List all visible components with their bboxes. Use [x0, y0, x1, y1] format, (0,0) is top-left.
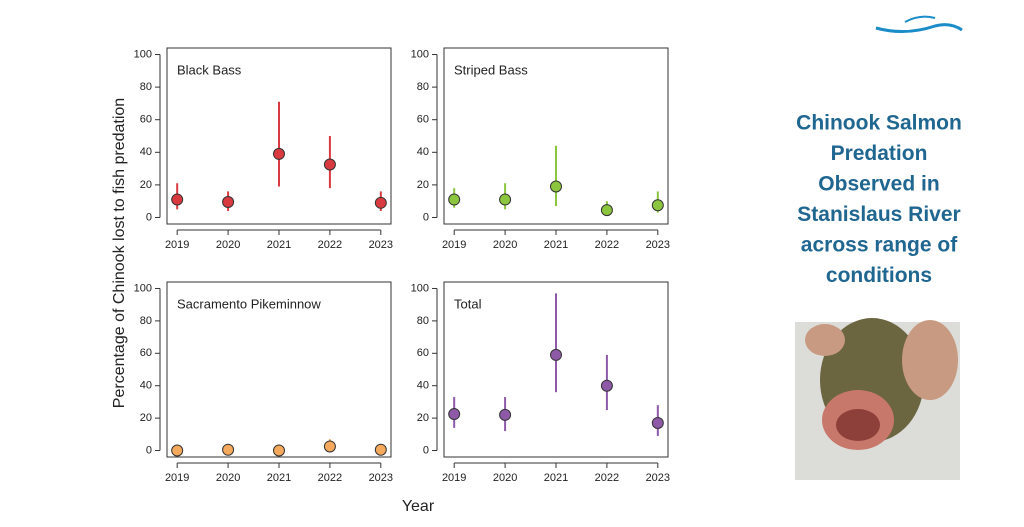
x-tick-label: 2023	[646, 472, 670, 484]
logo	[875, 15, 963, 33]
y-tick-label: 100	[411, 48, 429, 60]
point	[499, 408, 512, 421]
headline-line: Chinook Salmon	[796, 112, 962, 135]
y-tick-label: 0	[146, 444, 152, 456]
y-tick-label: 0	[423, 211, 429, 223]
point	[600, 379, 613, 392]
headline-line: Stanislaus River	[797, 203, 960, 226]
x-tick-label: 2019	[442, 472, 466, 484]
x-tick-label: 2020	[493, 239, 517, 251]
y-tick-label: 60	[417, 114, 429, 126]
x-tick-label: 2022	[318, 239, 342, 251]
point	[323, 440, 336, 453]
plot-frame	[443, 281, 669, 458]
plot-frame	[166, 47, 392, 225]
panel-title: Total	[454, 296, 482, 311]
x-axis-label: Year	[402, 498, 435, 515]
point	[651, 199, 664, 212]
x-tick-label: 2021	[544, 472, 568, 484]
x-tick-label: 2020	[216, 472, 240, 484]
point	[448, 193, 461, 206]
y-tick-label: 100	[134, 48, 152, 60]
y-axis-label: Percentage of Chinook lost to fish preda…	[111, 98, 128, 408]
point	[600, 204, 613, 217]
y-tick-label: 20	[417, 412, 429, 424]
point	[171, 193, 184, 206]
y-tick-label: 60	[140, 114, 152, 126]
fish-photo	[795, 318, 960, 480]
y-tick-label: 80	[417, 315, 429, 327]
x-tick-label: 2023	[369, 239, 393, 251]
y-tick-label: 80	[417, 81, 429, 93]
headline-line: across range of	[801, 234, 958, 257]
y-tick-label: 0	[146, 211, 152, 223]
point	[171, 444, 184, 457]
y-tick-label: 0	[423, 444, 429, 456]
point	[222, 196, 235, 208]
y-tick-label: 80	[140, 81, 152, 93]
x-tick-label: 2022	[595, 239, 619, 251]
plot-frame	[443, 47, 669, 225]
headline-line: Predation	[831, 142, 928, 165]
point	[222, 443, 235, 456]
y-tick-label: 60	[140, 347, 152, 359]
panel-title: Black Bass	[177, 62, 242, 77]
x-tick-label: 2022	[595, 472, 619, 484]
y-tick-label: 100	[134, 282, 152, 294]
plot-frame	[166, 281, 392, 458]
y-tick-label: 20	[140, 412, 152, 424]
headline: Chinook Salmon Predation Observed in Stanis…	[796, 112, 962, 288]
x-tick-label: 2023	[646, 239, 670, 251]
y-tick-label: 60	[417, 347, 429, 359]
x-tick-label: 2023	[369, 472, 393, 484]
y-tick-label: 40	[140, 146, 152, 158]
x-tick-label: 2019	[165, 239, 189, 251]
panel-title: Striped Bass	[454, 62, 528, 77]
point	[273, 444, 285, 457]
y-tick-label: 40	[140, 380, 152, 392]
y-tick-label: 100	[411, 282, 429, 294]
point	[651, 416, 664, 429]
x-tick-label: 2019	[442, 239, 466, 251]
point	[448, 408, 461, 421]
x-tick-label: 2021	[267, 239, 291, 251]
y-tick-label: 20	[417, 179, 429, 191]
x-tick-label: 2021	[267, 472, 291, 484]
headline-line: Observed in	[818, 173, 939, 196]
headline-line: conditions	[826, 264, 932, 287]
point	[323, 158, 336, 171]
x-tick-label: 2020	[216, 239, 240, 251]
point	[550, 180, 562, 193]
panel-title: Sacramento Pikeminnow	[177, 296, 321, 311]
x-tick-label: 2022	[318, 472, 342, 484]
point	[499, 193, 512, 206]
point	[374, 196, 387, 209]
x-tick-label: 2021	[544, 239, 568, 251]
y-tick-label: 40	[417, 146, 429, 158]
x-tick-label: 2020	[493, 472, 517, 484]
y-tick-label: 80	[140, 315, 152, 327]
y-tick-label: 40	[417, 380, 429, 392]
point	[374, 443, 387, 456]
point	[550, 348, 562, 361]
y-tick-label: 20	[140, 179, 152, 191]
x-tick-label: 2019	[165, 472, 189, 484]
point	[273, 147, 285, 160]
